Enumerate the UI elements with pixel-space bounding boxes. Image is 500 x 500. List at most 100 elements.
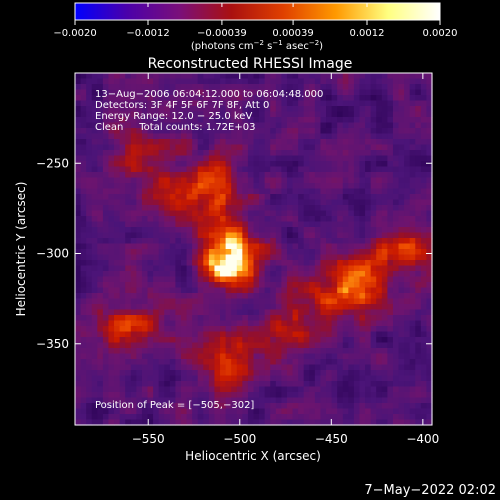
heatmap-cell — [415, 375, 422, 382]
heatmap-cell — [164, 265, 171, 272]
heatmap-cell — [164, 95, 171, 102]
heatmap-cell — [242, 403, 249, 410]
heatmap-cell — [192, 348, 199, 355]
heatmap-cell — [214, 397, 221, 404]
heatmap-cell — [370, 122, 377, 129]
heatmap-cell — [392, 359, 400, 366]
heatmap-cell — [376, 309, 383, 316]
heatmap-cell — [114, 331, 121, 338]
heatmap-cell — [381, 166, 388, 173]
heatmap-cell — [114, 370, 121, 377]
heatmap-cell — [303, 183, 310, 190]
heatmap-cell — [409, 397, 416, 404]
heatmap-cell — [376, 78, 383, 85]
heatmap-cell — [365, 359, 372, 366]
heatmap-cell — [420, 95, 428, 102]
heatmap-cell — [208, 232, 216, 239]
heatmap-cell — [353, 315, 361, 322]
heatmap-cell — [80, 106, 87, 113]
heatmap-cell — [164, 221, 171, 228]
heatmap-cell — [208, 128, 216, 135]
heatmap-cell — [158, 254, 165, 261]
heatmap-cell — [203, 199, 210, 206]
heatmap-cell — [320, 199, 327, 206]
heatmap-cell — [353, 133, 361, 140]
heatmap-cell — [303, 139, 310, 146]
heatmap-cell — [186, 84, 193, 91]
heatmap-cell — [203, 342, 210, 349]
heatmap-cell — [136, 100, 143, 107]
heatmap-cell — [309, 298, 316, 305]
heatmap-cell — [326, 254, 333, 261]
heatmap-cell — [102, 139, 110, 146]
heatmap-cell — [164, 144, 171, 151]
heatmap-cell — [102, 122, 110, 129]
heatmap-cell — [86, 381, 93, 388]
annotation-clean-counts: Clean Total counts: 1.72E+03 — [95, 122, 255, 133]
heatmap-cell — [309, 100, 316, 107]
heatmap-cell — [86, 386, 93, 393]
heatmap-cell — [119, 359, 126, 366]
heatmap-cell — [180, 386, 188, 393]
heatmap-cell — [119, 403, 126, 410]
heatmap-cell — [359, 155, 366, 162]
heatmap-cell — [314, 386, 322, 393]
heatmap-cell — [404, 381, 411, 388]
heatmap-cell — [298, 304, 305, 311]
heatmap-cell — [125, 111, 132, 118]
heatmap-cell — [214, 78, 221, 85]
heatmap-cell — [264, 144, 271, 151]
heatmap-cell — [398, 342, 405, 349]
heatmap-cell — [409, 194, 416, 201]
heatmap-cell — [426, 254, 433, 261]
heatmap-cell — [141, 353, 149, 360]
heatmap-cell — [392, 265, 400, 272]
heatmap-cell — [281, 419, 288, 426]
heatmap-cell — [392, 375, 400, 382]
heatmap-cell — [264, 353, 271, 360]
heatmap-cell — [253, 370, 260, 377]
heatmap-cell — [86, 183, 93, 190]
heatmap-cell — [225, 84, 232, 91]
heatmap-cell — [141, 95, 149, 102]
heatmap-cell — [91, 337, 98, 344]
heatmap-cell — [75, 144, 82, 151]
heatmap-cell — [153, 315, 160, 322]
heatmap-cell — [359, 194, 366, 201]
heatmap-cell — [86, 133, 93, 140]
heatmap-cell — [275, 249, 282, 256]
heatmap-cell — [353, 111, 361, 118]
heatmap-cell — [203, 337, 210, 344]
heatmap-cell — [342, 232, 349, 239]
heatmap-cell — [242, 238, 249, 245]
heatmap-cell — [320, 144, 327, 151]
heatmap-cell — [365, 84, 372, 91]
heatmap-cell — [125, 342, 132, 349]
heatmap-cell — [147, 276, 154, 283]
heatmap-cell — [75, 161, 82, 168]
heatmap-cell — [426, 381, 433, 388]
heatmap-cell — [337, 353, 344, 360]
heatmap-cell — [192, 238, 199, 245]
heatmap-cell — [398, 232, 405, 239]
heatmap-cell — [102, 161, 110, 168]
heatmap-cell — [281, 238, 288, 245]
heatmap-cell — [80, 161, 87, 168]
heatmap-cell — [376, 111, 383, 118]
heatmap-cell — [242, 133, 249, 140]
heatmap-cell — [420, 359, 428, 366]
heatmap-cell — [404, 210, 411, 217]
heatmap-cell — [409, 254, 416, 261]
heatmap-cell — [97, 337, 104, 344]
heatmap-cell — [175, 249, 182, 256]
heatmap-cell — [80, 287, 87, 294]
heatmap-cell — [298, 155, 305, 162]
heatmap-cell — [337, 232, 344, 239]
heatmap-cell — [253, 166, 260, 173]
heatmap-cell — [259, 265, 266, 272]
heatmap-cell — [136, 73, 143, 80]
heatmap-cell — [108, 238, 115, 245]
heatmap-cell — [292, 403, 299, 410]
heatmap-cell — [314, 265, 322, 272]
heatmap-cell — [153, 265, 160, 272]
